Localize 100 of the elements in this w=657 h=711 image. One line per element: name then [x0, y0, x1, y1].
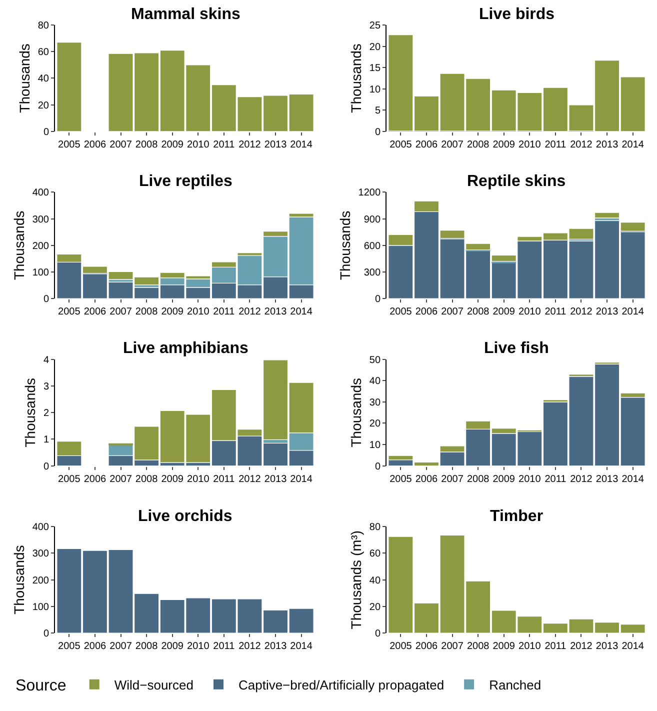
x-tick-label: 2006: [415, 139, 438, 150]
x-tick-label: 2012: [238, 641, 262, 652]
x-tick-label: 2011: [213, 641, 236, 652]
x-tick-label: 2014: [622, 306, 644, 318]
legend-label: Ranched: [489, 678, 542, 692]
y-tick-label: 300: [32, 214, 50, 226]
legend-title: Source: [16, 677, 66, 694]
x-tick-label: 2007: [110, 474, 132, 485]
x-tick-label: 2007: [110, 641, 132, 652]
x-tick-label: 2011: [544, 474, 567, 485]
chart-title: Mammal skins: [131, 6, 240, 23]
x-tick-label: 2011: [213, 474, 236, 485]
y-tick-label: 0: [43, 294, 50, 306]
legend-label: Wild−sourced: [114, 678, 194, 692]
y-axis-title: Thousands: [10, 210, 27, 280]
y-tick-label: 2: [43, 408, 50, 420]
chart-title: Live orchids: [138, 508, 232, 525]
x-tick-label: 2005: [58, 474, 81, 485]
y-tick-label: 3: [43, 382, 50, 392]
y-axis-title: Thousands: [348, 44, 364, 113]
y-tick-label: 200: [32, 240, 50, 252]
x-tick-label: 2009: [161, 306, 184, 318]
y-tick-label: 400: [32, 188, 50, 199]
x-tick-label: 2012: [570, 641, 593, 652]
x-tick-label: 2013: [596, 139, 619, 150]
x-tick-label: 2013: [596, 641, 619, 652]
y-tick-label: 50: [369, 354, 381, 366]
y-tick-label: 300: [32, 548, 50, 560]
y-tick-label: 80: [369, 522, 381, 534]
x-tick-label: 2011: [213, 139, 236, 150]
x-tick-label: 2013: [264, 474, 288, 485]
chart-title: Live fish: [484, 340, 549, 357]
x-tick-label: 2009: [492, 139, 516, 150]
chart-title: Live birds: [479, 6, 555, 23]
x-tick-label: 2010: [187, 474, 210, 485]
x-tick-label: 2010: [518, 474, 542, 485]
x-tick-label: 2008: [466, 306, 490, 318]
x-tick-label: 2008: [135, 306, 158, 318]
x-tick-label: 2009: [161, 474, 184, 485]
x-tick-label: 2006: [84, 139, 107, 150]
y-tick-label: 100: [32, 602, 50, 613]
x-tick-label: 2014: [290, 641, 313, 652]
y-tick-label: 100: [32, 268, 50, 278]
y-tick-label: 0: [374, 628, 381, 640]
y-tick-label: 40: [38, 74, 50, 85]
y-axis-title: Thousands: [10, 545, 27, 614]
y-axis-title: Thousands: [22, 378, 38, 448]
x-tick-label: 2012: [238, 139, 262, 150]
y-axis-title: Thousands: [336, 210, 353, 280]
x-tick-label: 2014: [290, 474, 313, 485]
x-tick-label: 2012: [570, 139, 593, 150]
y-tick-label: 25: [369, 20, 381, 32]
x-tick-label: 2007: [441, 474, 464, 485]
x-tick-label: 2008: [466, 139, 490, 150]
x-tick-label: 2006: [84, 474, 107, 485]
y-tick-label: 10: [369, 440, 381, 452]
y-tick-label: 300: [364, 268, 381, 278]
x-tick-label: 2005: [58, 139, 81, 150]
x-tick-label: 2011: [544, 139, 567, 150]
y-tick-label: 30: [369, 397, 381, 408]
y-tick-label: 10: [369, 84, 381, 96]
x-tick-label: 2008: [466, 474, 490, 485]
y-tick-label: 20: [369, 42, 381, 53]
legend-label: Captive−bred/Artificially propagated: [238, 678, 444, 692]
y-axis-title: Thousands (m³): [348, 530, 364, 630]
y-tick-label: 0: [374, 461, 381, 472]
x-tick-label: 2009: [161, 641, 184, 652]
x-tick-label: 2014: [290, 306, 313, 318]
x-tick-label: 2013: [264, 139, 288, 150]
x-tick-label: 2012: [238, 474, 262, 485]
x-tick-label: 2010: [187, 306, 210, 318]
x-tick-label: 2011: [213, 306, 236, 318]
y-tick-label: 0: [43, 461, 50, 472]
y-tick-label: 20: [369, 418, 381, 430]
x-tick-label: 2005: [390, 139, 412, 150]
chart-title: Timber: [490, 508, 544, 525]
y-tick-label: 5: [374, 106, 381, 117]
x-tick-label: 2006: [84, 641, 107, 652]
x-tick-label: 2013: [264, 306, 288, 318]
x-tick-label: 2007: [110, 139, 132, 150]
y-tick-label: 60: [369, 548, 381, 560]
x-tick-label: 2014: [622, 139, 644, 150]
x-tick-label: 2009: [161, 139, 184, 150]
y-tick-label: 600: [364, 240, 381, 252]
chart-title: Live amphibians: [123, 340, 248, 357]
x-tick-label: 2011: [544, 641, 567, 652]
x-tick-label: 2007: [441, 139, 464, 150]
y-axis-title: Thousands: [348, 378, 364, 448]
y-tick-label: 0: [43, 126, 50, 138]
x-tick-label: 2006: [415, 641, 438, 652]
x-tick-label: 2013: [596, 474, 619, 485]
x-tick-label: 2008: [135, 641, 158, 652]
x-tick-label: 2011: [544, 306, 567, 318]
x-tick-label: 2010: [187, 641, 210, 652]
x-tick-label: 2010: [518, 306, 542, 318]
x-tick-label: 2007: [441, 306, 464, 318]
y-tick-label: 20: [38, 100, 50, 112]
x-tick-label: 2014: [622, 641, 644, 652]
x-tick-label: 2006: [415, 474, 438, 485]
x-tick-label: 2006: [415, 306, 438, 318]
